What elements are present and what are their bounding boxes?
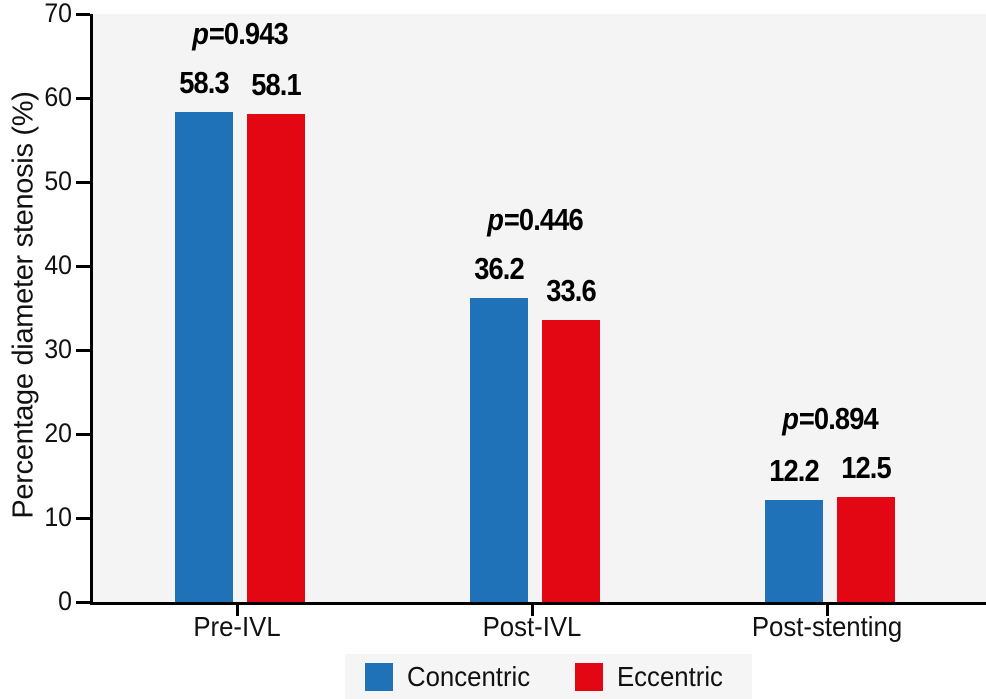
y-tick-mark <box>76 96 90 100</box>
p-value-label: p=0.943 <box>192 16 288 52</box>
y-tick-label: 30 <box>44 334 72 364</box>
y-tick-label: 60 <box>44 82 72 112</box>
y-tick-label: 0 <box>58 586 72 616</box>
bar-eccentric-post-stenting <box>837 497 895 602</box>
y-tick-label: 50 <box>44 166 72 196</box>
legend-swatch-icon <box>365 662 393 691</box>
bar-value-label: 58.3 <box>179 65 229 101</box>
y-tick-mark <box>76 516 90 520</box>
plot-area: 58.3 58.1 p=0.943 36.2 33.6 p=0.446 12.2 12.5 p=… <box>90 14 986 605</box>
legend: Concentric Eccentric <box>345 654 752 699</box>
x-category-label-post-ivl: Post-IVL <box>482 611 582 642</box>
y-tick-mark <box>76 264 90 268</box>
bar-concentric-pre-ivl <box>175 112 233 602</box>
x-tick-mark <box>530 605 534 616</box>
bar-concentric-post-ivl <box>470 297 528 602</box>
p-value-label: p=0.446 <box>487 201 583 237</box>
bar-value-label: 36.2 <box>474 250 524 286</box>
y-tick-label: 10 <box>44 502 72 532</box>
bar-value-label: 12.2 <box>769 452 819 488</box>
legend-label: Concentric <box>407 660 531 692</box>
bar-value-label: 12.5 <box>841 450 891 485</box>
y-tick-label: 70 <box>44 0 72 28</box>
y-axis-title: Percentage diameter stenosis (%) <box>7 91 40 519</box>
y-tick-mark <box>76 432 90 436</box>
bar-concentric-post-stenting <box>765 499 823 602</box>
bar-value-label: 58.1 <box>251 66 301 102</box>
x-tick-mark <box>825 605 829 616</box>
legend-swatch-icon <box>574 662 603 691</box>
legend-label: Eccentric <box>616 660 723 692</box>
y-tick-label: 20 <box>44 418 72 448</box>
bar-eccentric-post-ivl <box>542 319 600 602</box>
bar-eccentric-pre-ivl <box>247 113 305 602</box>
x-tick-mark <box>235 605 239 616</box>
y-tick-label: 40 <box>44 250 72 280</box>
y-tick-mark <box>76 600 90 604</box>
y-tick-mark <box>76 12 90 16</box>
x-category-label-post-stenting: Post-stenting <box>751 611 903 642</box>
legend-entry-concentric: Concentric <box>365 661 541 693</box>
legend-entry-eccentric: Eccentric <box>574 660 732 693</box>
y-tick-mark <box>76 348 90 352</box>
y-tick-mark <box>76 180 90 184</box>
bar-value-label: 33.6 <box>546 272 596 308</box>
x-category-label-pre-ivl: Pre-IVL <box>193 611 281 642</box>
p-value-label: p=0.894 <box>782 401 878 436</box>
